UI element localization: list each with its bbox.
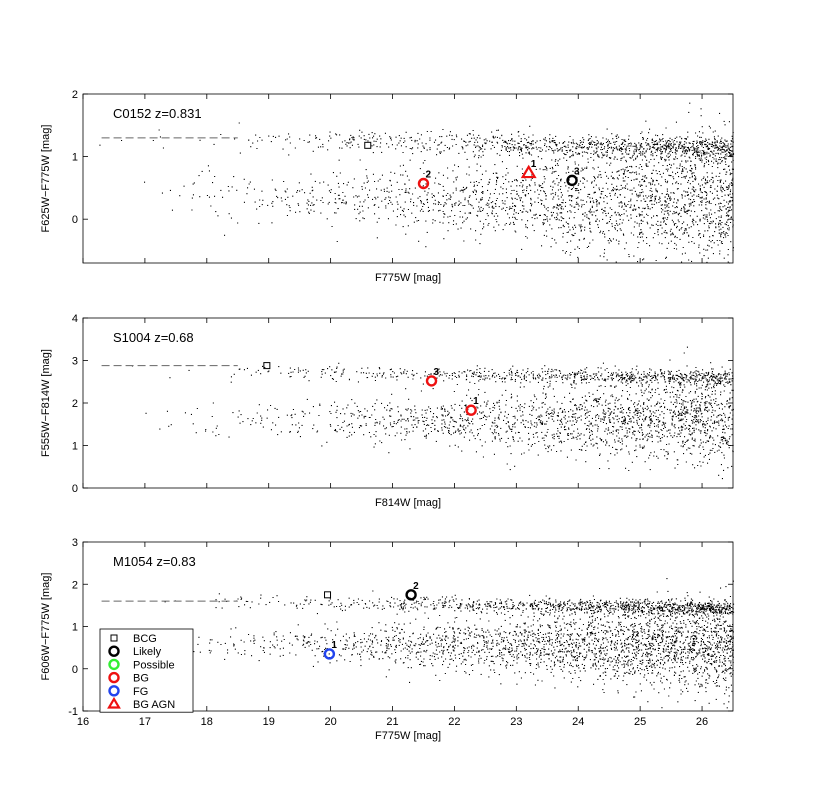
y-axis-label: F606W−F775W [mag]: [40, 573, 52, 681]
marker-bg-agn: [520, 164, 537, 179]
legend-entry: Possible: [108, 658, 175, 671]
x-tick-label: 26: [696, 716, 708, 728]
legend-entry: BG: [108, 671, 149, 685]
x-tick-label: 18: [201, 716, 213, 728]
legend-symbol: [108, 658, 120, 671]
marker-fg: [323, 648, 336, 660]
x-tick-label: 17: [139, 716, 151, 728]
legend-label: BG: [133, 673, 149, 685]
x-tick-label: 21: [386, 716, 398, 728]
legend-label: BCG: [133, 633, 157, 645]
y-tick-label: 1: [72, 152, 78, 164]
y-tick-label: 0: [72, 214, 78, 226]
panel-2: 0 1 2 3 4 S1004 z=0.68 F814W [mag] F555W−F814W …: [40, 313, 734, 509]
background-galaxies: [99, 102, 735, 264]
plot-frame: [82, 93, 734, 264]
x-axis-label: F775W [mag]: [375, 730, 441, 742]
marker-number-label: 2: [413, 581, 419, 592]
y-tick-label: 2: [72, 398, 78, 410]
background-galaxies: [130, 578, 735, 709]
legend-box: [99, 628, 194, 713]
y-axis-label: F625W−F775W [mag]: [40, 125, 52, 233]
marker-number-label: 1: [473, 396, 479, 407]
legend-entry: FG: [108, 685, 148, 698]
scatter-points: [131, 346, 734, 480]
marker-number-label: 3: [434, 367, 440, 378]
legend-symbol: [107, 696, 121, 709]
panel-1: 0 1 2 C0152 z=0.831 F775W [mag] F625W−F775W […: [40, 89, 735, 284]
marker-number-label: 1: [531, 159, 537, 170]
legend-symbol: [108, 645, 120, 657]
x-tick-label: 25: [634, 716, 646, 728]
x-tick-label: 19: [263, 716, 275, 728]
marker-likely: [566, 174, 578, 187]
x-tick-label: 20: [324, 716, 336, 728]
legend-label: BG AGN: [133, 699, 175, 711]
panel-label: C0152 z=0.831: [113, 106, 202, 121]
marker-bcg: [324, 591, 332, 599]
marker-number-label: 2: [425, 170, 431, 181]
x-tick-label: 23: [510, 716, 522, 728]
legend-symbol: [108, 671, 120, 684]
legend-symbol: [110, 634, 118, 642]
legend-entry: BCG: [110, 633, 157, 645]
panel-label: S1004 z=0.68: [113, 330, 194, 345]
marker-number-label: 3: [574, 166, 580, 177]
marker-bcg: [263, 362, 271, 370]
x-tick-label: 16: [77, 716, 89, 728]
panel-label: M1054 z=0.83: [113, 554, 196, 569]
legend-label: Possible: [133, 659, 175, 671]
y-tick-label: 1: [72, 441, 78, 453]
legend-symbol: [108, 685, 120, 697]
marker-bcg: [364, 141, 372, 149]
scatter-points: [99, 102, 735, 264]
y-tick-label: 0: [72, 483, 78, 495]
marker-bg: [465, 404, 477, 416]
background-galaxies: [131, 346, 734, 480]
legend-label: Likely: [133, 646, 162, 658]
legend-label: FG: [133, 686, 148, 698]
y-tick-label: 4: [72, 313, 78, 325]
x-tick-label: 22: [448, 716, 460, 728]
marker-likely: [405, 589, 417, 601]
y-tick-label: -1: [68, 706, 78, 718]
y-tick-label: 0: [72, 664, 78, 676]
legend-entry: Likely: [108, 645, 162, 658]
y-tick-label: 3: [72, 356, 78, 368]
y-tick-label: 3: [72, 537, 78, 549]
x-axis-label: F814W [mag]: [375, 497, 441, 509]
marker-bg: [417, 177, 430, 190]
legend-entry: BG AGN: [107, 696, 175, 711]
marker-number-label: 1: [331, 640, 337, 651]
y-tick-label: 1: [72, 622, 78, 634]
y-tick-label: 2: [72, 579, 78, 591]
marker-bg: [425, 375, 438, 387]
y-axis-label: F555W−F814W [mag]: [40, 349, 52, 457]
x-tick-label: 24: [572, 716, 584, 728]
x-axis-label: F775W [mag]: [375, 272, 441, 284]
scatter-points: [130, 578, 735, 709]
y-tick-label: 2: [72, 89, 78, 101]
